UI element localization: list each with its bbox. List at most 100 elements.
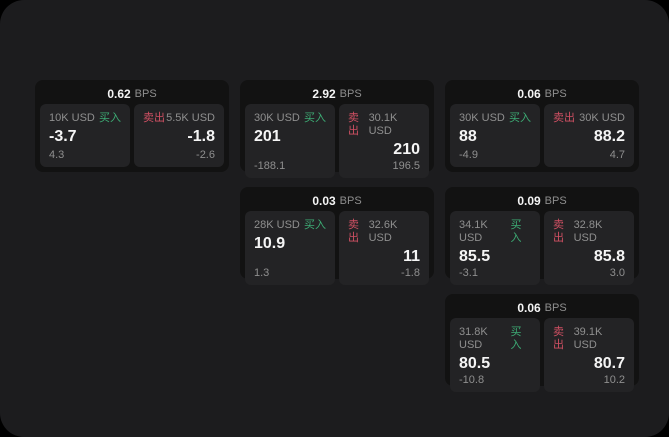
card-bps-header: 0.03 BPS xyxy=(245,190,429,211)
sell-change: 196.5 xyxy=(392,160,420,172)
card-bps-header: 0.06 BPS xyxy=(450,297,634,318)
buy-panel[interactable]: 30K USD 买入 88 -4.9 xyxy=(450,104,540,167)
buy-amount: 34.1K USD xyxy=(459,219,488,244)
sell-change: 4.7 xyxy=(609,149,625,161)
buy-panel-top: 31.8K USD 买入 xyxy=(459,326,531,352)
sell-panel-top: 卖出 30.1K USD xyxy=(348,112,420,138)
buy-panel-top: 30K USD 买入 xyxy=(459,112,531,125)
buy-panel[interactable]: 34.1K USD 买入 85.5 -3.1 xyxy=(450,211,540,285)
sell-panel[interactable]: 卖出 39.1K USD 80.7 10.2 xyxy=(544,318,634,392)
sell-change: -2.6 xyxy=(196,149,215,161)
sell-price: 85.8 xyxy=(593,248,625,265)
card-bps-header: 0.06 BPS xyxy=(450,83,634,104)
card-body: 10K USD 买入 -3.7 4.3 卖出 5.5K USD -1.8 -2.… xyxy=(40,104,224,167)
buy-panel-top: 34.1K USD 买入 xyxy=(459,219,531,245)
sell-panel[interactable]: 卖出 30K USD 88.2 4.7 xyxy=(544,104,634,167)
bps-value: 2.92 xyxy=(312,86,336,101)
buy-change: 4.3 xyxy=(49,149,65,161)
quote-card: 0.06 BPS 30K USD 买入 88 -4.9 卖出 30K USD 8… xyxy=(445,80,639,172)
card-body: 34.1K USD 买入 85.5 -3.1 卖出 32.8K USD 85.8… xyxy=(450,211,634,285)
buy-panel-top: 10K USD 买入 xyxy=(49,112,121,125)
sell-amount: 30K USD xyxy=(579,112,625,124)
sell-side-label: 卖出 xyxy=(348,219,359,244)
sell-change: -1.8 xyxy=(401,267,420,279)
buy-change: -4.9 xyxy=(459,149,478,161)
bps-value: 0.62 xyxy=(107,86,131,101)
buy-panel[interactable]: 28K USD 买入 10.9 1.3 xyxy=(245,211,335,285)
sell-amount: 39.1K USD xyxy=(573,326,603,351)
buy-change: 1.3 xyxy=(254,267,270,279)
buy-amount: 31.8K USD xyxy=(459,326,488,351)
sell-panel-top: 卖出 32.8K USD xyxy=(553,219,625,245)
buy-amount: 28K USD xyxy=(254,219,300,231)
bps-value: 0.06 xyxy=(517,86,541,101)
sell-panel[interactable]: 卖出 5.5K USD -1.8 -2.6 xyxy=(134,104,224,167)
bps-unit: BPS xyxy=(339,194,362,207)
buy-price: 80.5 xyxy=(459,355,491,372)
buy-amount: 30K USD xyxy=(459,112,505,124)
card-bps-header: 0.09 BPS xyxy=(450,190,634,211)
bps-unit: BPS xyxy=(544,87,567,100)
bps-unit: BPS xyxy=(544,194,567,207)
card-body: 30K USD 买入 88 -4.9 卖出 30K USD 88.2 4.7 xyxy=(450,104,634,167)
bps-value: 0.06 xyxy=(517,300,541,315)
sell-price: -1.8 xyxy=(187,128,215,145)
sell-amount: 32.6K USD xyxy=(368,219,398,244)
card-body: 31.8K USD 买入 80.5 -10.8 卖出 39.1K USD 80.… xyxy=(450,318,634,392)
buy-side-label: 买入 xyxy=(99,112,121,124)
bps-unit: BPS xyxy=(134,87,157,100)
sell-side-label: 卖出 xyxy=(348,112,359,137)
buy-change: -188.1 xyxy=(254,160,286,172)
buy-side-label: 买入 xyxy=(304,219,326,231)
bps-value: 0.09 xyxy=(517,193,541,208)
sell-side-label: 卖出 xyxy=(553,219,564,244)
sell-amount: 5.5K USD xyxy=(166,112,215,124)
buy-price: 10.9 xyxy=(254,235,286,252)
card-body: 30K USD 买入 201 -188.1 卖出 30.1K USD 210 1… xyxy=(245,104,429,178)
sell-panel[interactable]: 卖出 32.6K USD 11 -1.8 xyxy=(339,211,429,285)
sell-side-label: 卖出 xyxy=(143,112,165,124)
sell-amount: 30.1K USD xyxy=(368,112,398,137)
bps-unit: BPS xyxy=(339,87,362,100)
quote-card: 0.03 BPS 28K USD 买入 10.9 1.3 卖出 32.6K US… xyxy=(240,187,434,285)
buy-price: 201 xyxy=(254,128,281,145)
sell-panel[interactable]: 卖出 32.8K USD 85.8 3.0 xyxy=(544,211,634,285)
quote-card: 0.06 BPS 31.8K USD 买入 80.5 -10.8 卖出 39.1… xyxy=(445,294,639,392)
buy-side-label: 买入 xyxy=(510,219,522,244)
buy-change: -3.1 xyxy=(459,267,478,279)
sell-price: 11 xyxy=(403,248,420,265)
buy-price: 88 xyxy=(459,128,477,145)
bps-value: 0.03 xyxy=(312,193,336,208)
sell-panel-top: 卖出 5.5K USD xyxy=(143,112,215,125)
buy-panel-top: 28K USD 买入 xyxy=(254,219,326,232)
sell-price: 80.7 xyxy=(593,355,625,372)
buy-panel[interactable]: 31.8K USD 买入 80.5 -10.8 xyxy=(450,318,540,392)
sell-amount: 32.8K USD xyxy=(573,219,603,244)
sell-panel-top: 卖出 32.6K USD xyxy=(348,219,420,245)
bps-unit: BPS xyxy=(544,301,567,314)
card-bps-header: 2.92 BPS xyxy=(245,83,429,104)
buy-panel[interactable]: 10K USD 买入 -3.7 4.3 xyxy=(40,104,130,167)
quote-card: 0.09 BPS 34.1K USD 买入 85.5 -3.1 卖出 32.8K… xyxy=(445,187,639,285)
buy-side-label: 买入 xyxy=(304,112,326,124)
card-body: 28K USD 买入 10.9 1.3 卖出 32.6K USD 11 -1.8 xyxy=(245,211,429,285)
sell-change: 10.2 xyxy=(603,374,625,386)
buy-change: -10.8 xyxy=(459,374,485,386)
buy-price: -3.7 xyxy=(49,128,77,145)
buy-amount: 30K USD xyxy=(254,112,300,124)
quote-card: 2.92 BPS 30K USD 买入 201 -188.1 卖出 30.1K … xyxy=(240,80,434,178)
sell-price: 88.2 xyxy=(593,128,625,145)
sell-panel[interactable]: 卖出 30.1K USD 210 196.5 xyxy=(339,104,429,178)
quote-cards-grid: 0.62 BPS 10K USD 买入 -3.7 4.3 卖出 5.5K USD… xyxy=(35,80,639,392)
buy-panel[interactable]: 30K USD 买入 201 -188.1 xyxy=(245,104,335,178)
sell-panel-top: 卖出 30K USD xyxy=(553,112,625,125)
sell-change: 3.0 xyxy=(609,267,625,279)
buy-amount: 10K USD xyxy=(49,112,95,124)
buy-price: 85.5 xyxy=(459,248,491,265)
quote-card: 0.62 BPS 10K USD 买入 -3.7 4.3 卖出 5.5K USD… xyxy=(35,80,229,172)
buy-side-label: 买入 xyxy=(510,326,522,351)
sell-side-label: 卖出 xyxy=(553,326,564,351)
card-bps-header: 0.62 BPS xyxy=(40,83,224,104)
buy-panel-top: 30K USD 买入 xyxy=(254,112,326,125)
